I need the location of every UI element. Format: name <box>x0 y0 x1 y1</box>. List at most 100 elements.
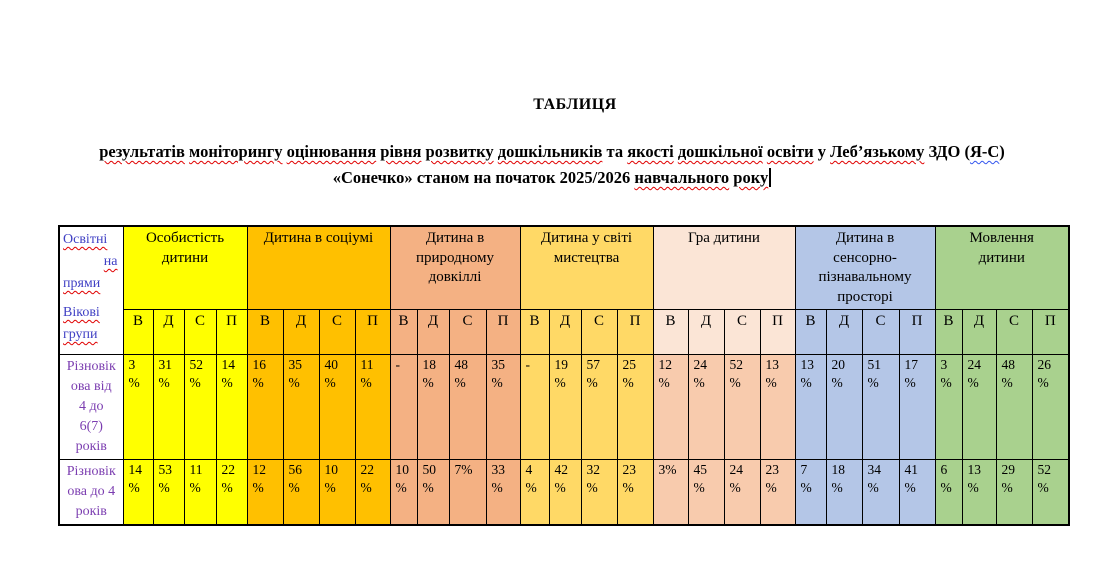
value-cell-r1-g0-П[interactable]: 22 % <box>215 459 248 526</box>
value-cell-r1-g1-С[interactable]: 10 % <box>318 459 356 526</box>
value-cell-r1-g4-В[interactable]: 3% <box>652 459 689 526</box>
value-cell-r0-g3-Д[interactable]: 19 % <box>548 354 582 460</box>
value-cell-r1-g5-Д[interactable]: 18 % <box>825 459 863 526</box>
value-cell-r1-g0-С[interactable]: 11 % <box>183 459 217 526</box>
value-cell-r1-g6-С[interactable]: 29 % <box>995 459 1033 526</box>
value-cell-r1-g4-С[interactable]: 24 % <box>723 459 761 526</box>
subtitle-word: початок <box>495 168 556 187</box>
value-cell-r0-g0-Д[interactable]: 31 % <box>152 354 185 460</box>
value-cell-r0-g2-В[interactable]: - <box>389 354 418 460</box>
value-cell-r0-g6-П[interactable]: 26 % <box>1031 354 1070 460</box>
subtitle-word: Леб’язькому <box>830 142 925 161</box>
value-cell-r0-g0-П[interactable]: 14 % <box>215 354 248 460</box>
value-cell-r1-g1-П[interactable]: 22 % <box>354 459 391 526</box>
value-cell-r0-g2-П[interactable]: 35 % <box>485 354 521 460</box>
value-cell-r0-g3-П[interactable]: 25 % <box>616 354 654 460</box>
subheader-cell-2-3[interactable]: П <box>485 309 521 355</box>
subheader-cell-5-1[interactable]: Д <box>825 309 863 355</box>
subheader-cell-3-0[interactable]: В <box>519 309 550 355</box>
value-cell-r0-g5-С[interactable]: 51 % <box>861 354 900 460</box>
value-cell-r1-g6-В[interactable]: 6 % <box>934 459 963 526</box>
value-cell-r0-g1-В[interactable]: 16 % <box>246 354 284 460</box>
value-cell-r0-g2-Д[interactable]: 18 % <box>416 354 450 460</box>
value-cell-r0-g0-С[interactable]: 52 % <box>183 354 217 460</box>
value-cell-r0-g4-Д[interactable]: 24 % <box>687 354 725 460</box>
group-header-5[interactable]: Дитина в сенсорно-пізнавальному просторі <box>794 225 936 310</box>
doc-subtitle[interactable]: результатів моніторингу оцінювання рівня… <box>52 139 1052 191</box>
subheader-cell-4-3[interactable]: П <box>759 309 796 355</box>
corner-word: групи <box>63 327 98 342</box>
subheader-cell-0-0[interactable]: В <box>122 309 154 355</box>
value-cell-r0-g6-В[interactable]: 3 % <box>934 354 963 460</box>
row-label-0[interactable]: Різновік ова від 4 до 6(7) років <box>58 354 124 460</box>
value-cell-r0-g6-С[interactable]: 48 % <box>995 354 1033 460</box>
doc-title[interactable]: ТАБЛИЦЯ <box>533 96 617 113</box>
value-cell-r1-g6-Д[interactable]: 13 % <box>961 459 997 526</box>
value-cell-r1-g2-В[interactable]: 10 % <box>389 459 418 526</box>
row-label-1[interactable]: Різновік ова до 4 років <box>58 459 124 526</box>
value-cell-r0-g2-С[interactable]: 48 % <box>448 354 487 460</box>
corner-word: Освітні <box>63 232 108 247</box>
group-header-6[interactable]: Мовлення дитини <box>934 225 1070 310</box>
value-cell-r0-g4-П[interactable]: 13 % <box>759 354 796 460</box>
subheader-cell-4-0[interactable]: В <box>652 309 689 355</box>
group-header-2[interactable]: Дитина в природному довкіллі <box>389 225 521 310</box>
value-cell-r1-g2-Д[interactable]: 50 % <box>416 459 450 526</box>
value-cell-r1-g3-Д[interactable]: 42 % <box>548 459 582 526</box>
subheader-cell-0-2[interactable]: С <box>183 309 217 355</box>
value-cell-r0-g5-П[interactable]: 17 % <box>898 354 936 460</box>
value-cell-r1-g4-Д[interactable]: 45 % <box>687 459 725 526</box>
subheader-cell-1-0[interactable]: В <box>246 309 284 355</box>
group-header-4[interactable]: Гра дитини <box>652 225 796 310</box>
value-cell-r1-g3-П[interactable]: 23 % <box>616 459 654 526</box>
subheader-cell-1-2[interactable]: С <box>318 309 356 355</box>
subheader-cell-1-3[interactable]: П <box>354 309 391 355</box>
value-cell-r1-g2-П[interactable]: 33 % <box>485 459 521 526</box>
value-cell-r0-g0-В[interactable]: 3 % <box>122 354 154 460</box>
value-cell-r0-g3-В[interactable]: - <box>519 354 550 460</box>
subheader-cell-5-3[interactable]: П <box>898 309 936 355</box>
value-cell-r0-g3-С[interactable]: 57 % <box>580 354 618 460</box>
value-cell-r1-g1-Д[interactable]: 56 % <box>282 459 320 526</box>
value-cell-r1-g4-П[interactable]: 23 % <box>759 459 796 526</box>
subheader-cell-2-2[interactable]: С <box>448 309 487 355</box>
subheader-cell-6-1[interactable]: Д <box>961 309 997 355</box>
value-cell-r1-g5-С[interactable]: 34 % <box>861 459 900 526</box>
value-cell-r1-g3-В[interactable]: 4 % <box>519 459 550 526</box>
value-cell-r1-g0-В[interactable]: 14 % <box>122 459 154 526</box>
subheader-cell-5-2[interactable]: С <box>861 309 900 355</box>
value-cell-r1-g2-С[interactable]: 7% <box>448 459 487 526</box>
subheader-cell-6-2[interactable]: С <box>995 309 1033 355</box>
subheader-cell-5-0[interactable]: В <box>794 309 827 355</box>
value-cell-r1-g0-Д[interactable]: 53 % <box>152 459 185 526</box>
value-cell-r0-g1-С[interactable]: 40 % <box>318 354 356 460</box>
value-cell-r1-g5-В[interactable]: 7 % <box>794 459 827 526</box>
subheader-cell-2-1[interactable]: Д <box>416 309 450 355</box>
group-header-3[interactable]: Дитина у світі мистецтва <box>519 225 654 310</box>
value-cell-r1-g6-П[interactable]: 52 % <box>1031 459 1070 526</box>
group-header-0[interactable]: Особистість дитини <box>122 225 248 310</box>
subheader-cell-3-3[interactable]: П <box>616 309 654 355</box>
corner-header-cell[interactable]: Освітні на прями Вікові групи <box>58 225 124 355</box>
subheader-cell-6-0[interactable]: В <box>934 309 963 355</box>
subheader-cell-2-0[interactable]: В <box>389 309 418 355</box>
subheader-cell-0-1[interactable]: Д <box>152 309 185 355</box>
value-cell-r0-g5-Д[interactable]: 20 % <box>825 354 863 460</box>
subheader-cell-6-3[interactable]: П <box>1031 309 1070 355</box>
value-cell-r0-g4-В[interactable]: 12 % <box>652 354 689 460</box>
subheader-cell-4-2[interactable]: С <box>723 309 761 355</box>
subheader-cell-3-1[interactable]: Д <box>548 309 582 355</box>
group-header-1[interactable]: Дитина в соціумі <box>246 225 391 310</box>
value-cell-r1-g1-В[interactable]: 12 % <box>246 459 284 526</box>
value-cell-r0-g1-П[interactable]: 11 % <box>354 354 391 460</box>
value-cell-r0-g5-В[interactable]: 13 % <box>794 354 827 460</box>
subheader-cell-4-1[interactable]: Д <box>687 309 725 355</box>
value-cell-r1-g5-П[interactable]: 41 % <box>898 459 936 526</box>
subheader-cell-3-2[interactable]: С <box>580 309 618 355</box>
value-cell-r0-g6-Д[interactable]: 24 % <box>961 354 997 460</box>
subheader-cell-0-3[interactable]: П <box>215 309 248 355</box>
value-cell-r0-g4-С[interactable]: 52 % <box>723 354 761 460</box>
value-cell-r1-g3-С[interactable]: 32 % <box>580 459 618 526</box>
value-cell-r0-g1-Д[interactable]: 35 % <box>282 354 320 460</box>
subheader-cell-1-1[interactable]: Д <box>282 309 320 355</box>
